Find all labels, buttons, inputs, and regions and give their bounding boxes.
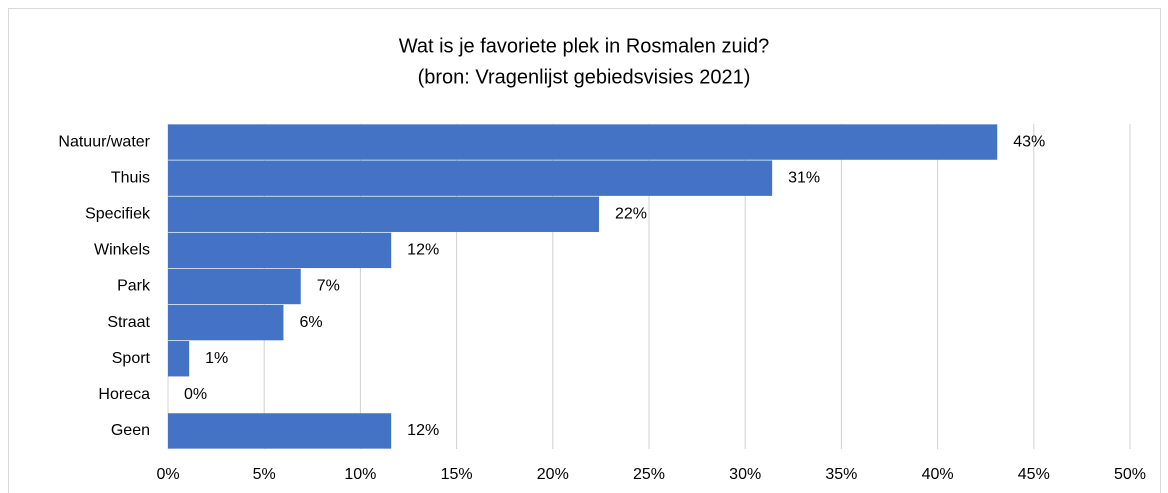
bar [168, 196, 599, 232]
x-tick-label: 50% [1114, 466, 1146, 483]
x-tick-label: 40% [922, 466, 954, 483]
data-label: 1% [205, 350, 228, 367]
data-label: 6% [299, 314, 322, 331]
x-tick-label: 0% [156, 466, 179, 483]
y-tick-label: Sport [112, 350, 151, 367]
y-tick-label: Straat [107, 314, 150, 331]
chart-title: Wat is je favoriete plek in Rosmalen zui… [399, 35, 770, 57]
y-tick-label: Natuur/water [58, 133, 150, 150]
bar [168, 304, 284, 341]
data-label: 7% [317, 278, 340, 295]
data-label: 22% [615, 205, 647, 222]
y-tick-label: Park [117, 278, 151, 295]
bar [168, 268, 301, 305]
x-tick-label: 45% [1018, 466, 1050, 483]
bar [168, 413, 392, 449]
bar [168, 341, 190, 377]
data-label: 12% [407, 422, 439, 439]
y-tick-label: Specifiek [85, 205, 151, 222]
bar [168, 124, 998, 160]
data-label: 31% [788, 169, 820, 186]
chart-subtitle: (bron: Vragenlijst gebiedsvisies 2021) [418, 66, 751, 88]
bar [168, 232, 392, 269]
y-tick-label: Horeca [98, 386, 150, 403]
x-tick-label: 20% [537, 466, 569, 483]
x-tick-label: 35% [825, 466, 857, 483]
data-label: 43% [1013, 133, 1045, 150]
data-label: 0% [184, 386, 207, 403]
y-tick-label: Geen [111, 422, 150, 439]
y-tick-label: Thuis [111, 169, 150, 186]
x-tick-label: 30% [729, 466, 761, 483]
x-tick-label: 15% [441, 466, 473, 483]
bar [168, 160, 773, 196]
x-tick-label: 10% [344, 466, 376, 483]
y-tick-label: Winkels [94, 242, 150, 259]
data-label: 12% [407, 242, 439, 259]
x-tick-label: 5% [253, 466, 276, 483]
x-tick-label: 25% [633, 466, 665, 483]
